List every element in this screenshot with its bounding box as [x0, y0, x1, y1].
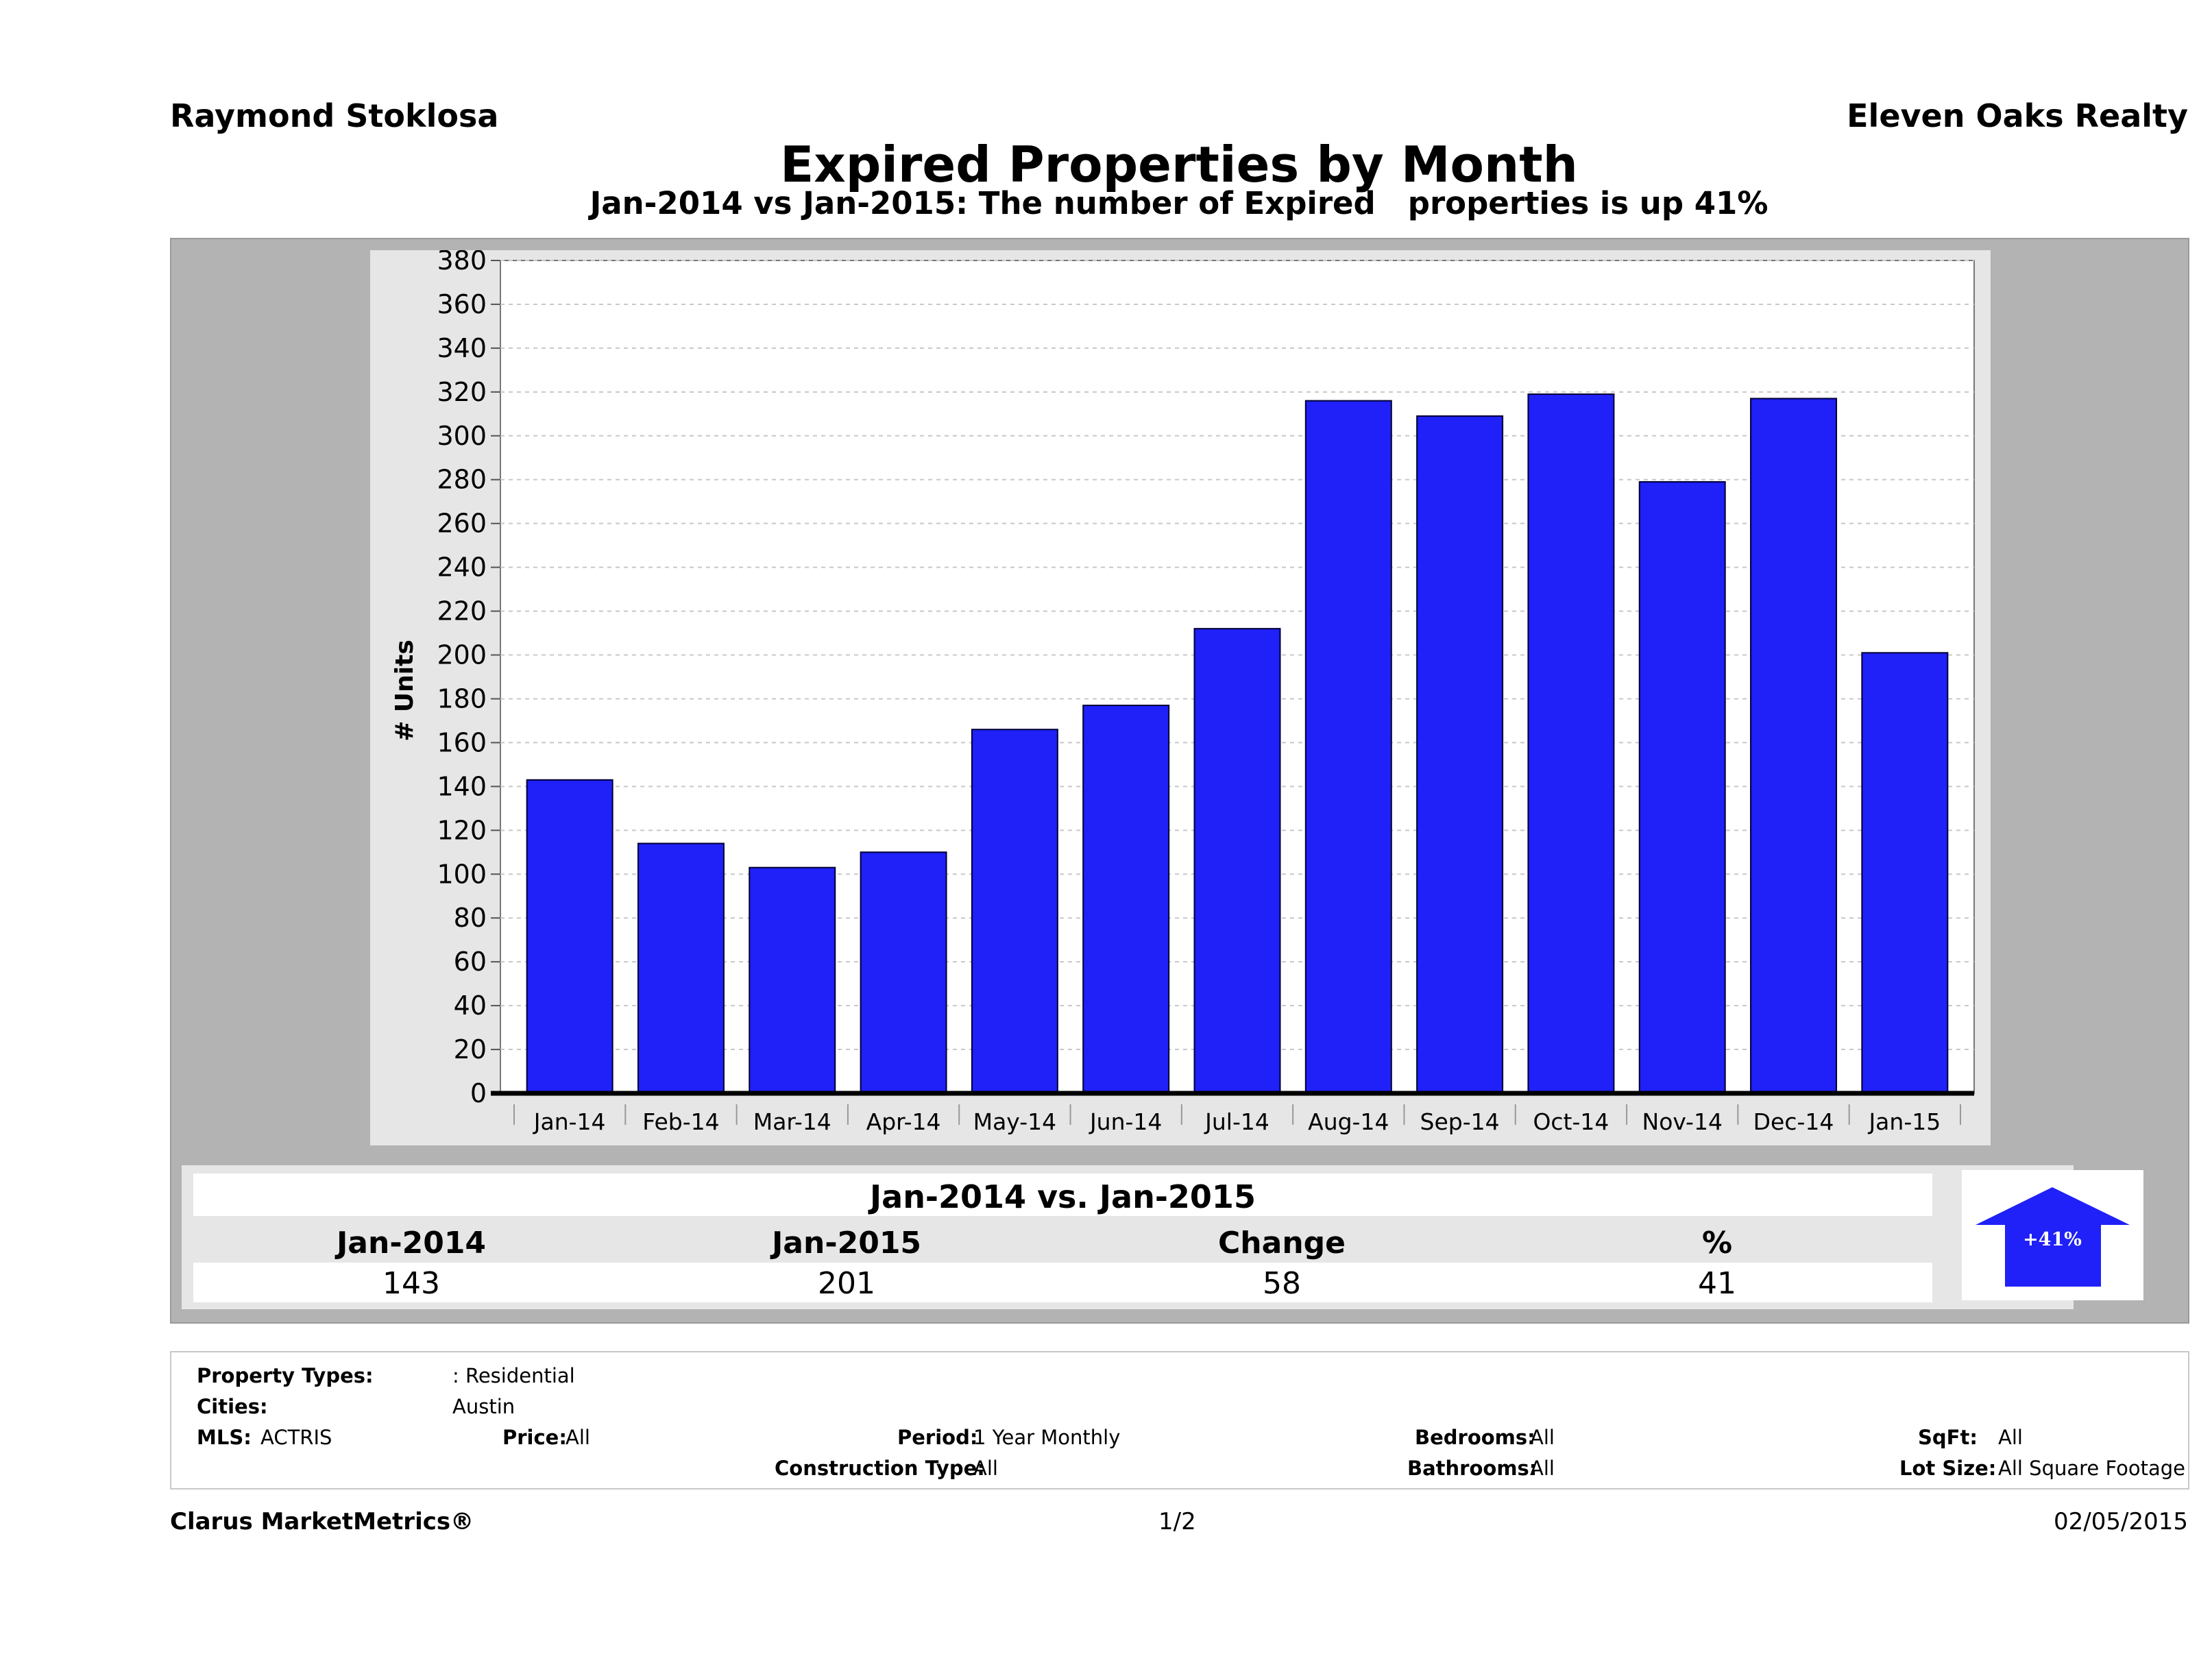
y-tick-label: 160: [437, 727, 487, 757]
filter-property-types-value: : Residential: [452, 1364, 575, 1387]
filter-price: Price:: [502, 1426, 567, 1449]
y-tick-label: 120: [437, 815, 487, 845]
y-tick-label: 380: [437, 250, 487, 276]
y-tick-label: 320: [437, 377, 487, 407]
arrow-up-icon: +41%: [1976, 1187, 2130, 1287]
x-tick-label: Jan-15: [1867, 1108, 1941, 1135]
filter-lot-size-value: All Square Footage: [1998, 1457, 2186, 1480]
x-tick-label: Jun-14: [1089, 1108, 1162, 1135]
bar: [1861, 652, 1949, 1094]
chart-title: Expired Properties by Month: [780, 136, 1578, 193]
x-tick-label: Dec-14: [1753, 1108, 1834, 1135]
filter-mls: MLS:: [197, 1426, 252, 1449]
filter-cities: Cities:: [197, 1395, 268, 1418]
y-tick-label: 60: [454, 947, 487, 977]
bar: [1416, 415, 1504, 1094]
footer-brand: Clarus MarketMetrics®: [170, 1508, 474, 1535]
bar: [526, 779, 613, 1094]
change-badge-label: +41%: [2023, 1229, 2082, 1250]
filter-sqft: SqFt:: [1918, 1426, 1978, 1449]
filter-construction: Construction Type:: [775, 1457, 985, 1480]
x-tick-label: May-14: [973, 1108, 1057, 1135]
agent-name: Raymond Stoklosa: [170, 97, 499, 134]
summary-title: Jan-2014 vs. Jan-2015: [870, 1178, 1256, 1215]
filter-period: Period:: [897, 1426, 978, 1449]
x-tick-label: Mar-14: [753, 1108, 831, 1135]
bar: [637, 842, 725, 1094]
filter-bedrooms: Bedrooms:: [1415, 1426, 1535, 1449]
bar: [1193, 628, 1281, 1094]
y-tick-label: 180: [437, 683, 487, 714]
summary-header-percent: %: [1701, 1226, 1733, 1261]
y-tick-label: 100: [437, 859, 487, 889]
y-tick-label: 340: [437, 333, 487, 363]
x-tick-label: Jan-14: [533, 1108, 606, 1135]
y-tick-label: 40: [454, 990, 487, 1021]
bar-chart: 0 20 40 60 80 100 120 140 160 180 200 220 240 260 280 3…: [391, 250, 1975, 1135]
footer-date: 02/05/2015: [2054, 1508, 2188, 1535]
x-tick-label: Aug-14: [1308, 1108, 1389, 1135]
y-tick-label: 220: [437, 596, 487, 627]
bar: [1750, 398, 1838, 1094]
summary-value-percent: 41: [1698, 1266, 1736, 1301]
chart-subtitle: Jan-2014 vs Jan-2015: The number of Expi…: [590, 185, 1769, 221]
filter-mls-value: ACTRIS: [260, 1426, 332, 1449]
summary-value-jan-2015: 201: [818, 1266, 875, 1301]
summary-header-jan-2015: Jan-2015: [771, 1226, 922, 1261]
summary-header-jan-2014: Jan-2014: [336, 1226, 487, 1261]
summary-value-jan-2014: 143: [382, 1266, 440, 1301]
y-tick-label: 0: [470, 1078, 487, 1108]
y-tick-label: 20: [454, 1034, 487, 1065]
filter-period-value: 1 Year Monthly: [973, 1426, 1121, 1449]
brokerage-name: Eleven Oaks Realty: [1847, 97, 2188, 134]
change-badge-box: +41%: [1962, 1170, 2143, 1300]
filter-bathrooms-value: All: [1530, 1457, 1555, 1480]
y-tick-label: 280: [437, 465, 487, 495]
filter-bathrooms: Bathrooms:: [1407, 1457, 1538, 1480]
filter-sqft-value: All: [1998, 1426, 2023, 1449]
bar: [749, 866, 836, 1095]
bar: [1304, 400, 1392, 1094]
bar: [971, 729, 1058, 1094]
x-tick-label: Sep-14: [1420, 1108, 1500, 1135]
bar: [860, 851, 947, 1095]
y-tick-label: 140: [437, 771, 487, 801]
filter-price-value: All: [566, 1426, 590, 1449]
y-tick-label: 360: [437, 289, 487, 319]
x-tick-label: Jul-14: [1204, 1108, 1269, 1135]
y-tick-label: 80: [454, 903, 487, 933]
filter-bedrooms-value: All: [1530, 1426, 1555, 1449]
footer-page-number: 1/2: [1158, 1508, 1196, 1535]
x-tick-label: Feb-14: [642, 1108, 719, 1135]
filter-construction-value: All: [973, 1457, 998, 1480]
x-tick-label: Apr-14: [866, 1108, 941, 1135]
y-axis-title: # Units: [391, 640, 419, 742]
filter-panel: [170, 1351, 2189, 1489]
bar: [1082, 705, 1170, 1094]
y-tick-label: 260: [437, 509, 487, 539]
bar: [1527, 393, 1615, 1094]
summary-value-change: 58: [1263, 1266, 1301, 1301]
summary-title-row: [193, 1174, 1932, 1216]
x-tick-label: Nov-14: [1642, 1108, 1723, 1135]
summary-header-change: Change: [1218, 1226, 1346, 1261]
summary-values-row: [193, 1263, 1932, 1302]
x-tick-label: Oct-14: [1533, 1108, 1609, 1135]
y-tick-label: 200: [437, 640, 487, 670]
y-tick-label: 300: [437, 421, 487, 451]
filter-cities-value: Austin: [452, 1395, 515, 1418]
bar: [1638, 481, 1726, 1094]
filter-lot-size: Lot Size:: [1899, 1457, 1997, 1480]
y-tick-label: 240: [437, 552, 487, 583]
filter-property-types: Property Types:: [197, 1364, 374, 1387]
